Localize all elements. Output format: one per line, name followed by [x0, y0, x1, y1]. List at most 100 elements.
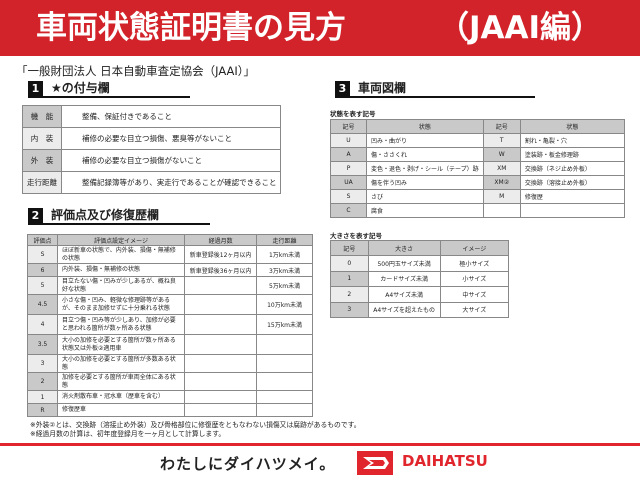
- table-cell: 0: [330, 255, 369, 272]
- table-row: 3 A4サイズを超えたもの 大サイズ: [330, 301, 510, 318]
- brand-name: DAIHATSU: [402, 452, 488, 470]
- table-cell: 3: [330, 301, 369, 318]
- page-header: 車両状態証明書の見方 （JAAI編）: [0, 0, 640, 56]
- table-cell: 中サイズ: [439, 286, 510, 303]
- table-cell: [482, 203, 521, 218]
- column-header: 評価点: [27, 234, 58, 246]
- table-cell: 4: [27, 314, 58, 335]
- state-symbol-table: 記号 状態 記号 状態 U 凹み・曲がり T 割れ・亀裂・穴 A 傷・ささくれ W 塗装跡・板金修理跡…: [330, 119, 626, 218]
- table-cell: 変色・退色・剥げ・シール（テープ）跡: [366, 161, 484, 176]
- notes: ※外装②とは、交換跡（溶接止め外装）及び骨格部位に修復歴をともなわない損傷又は腐…: [27, 421, 361, 439]
- subtitle: 「一般財団法人 日本自動車査定協会（JAAI）」: [16, 64, 256, 78]
- table-row: 機 能整備、保証付きであること: [22, 105, 282, 128]
- table-cell: [184, 403, 258, 417]
- table-cell: 補修の必要な目立つ損傷、悪臭等がないこと: [60, 127, 282, 150]
- table-cell: 加修を必要とする箇所が車両全体にある状態: [56, 372, 186, 391]
- table-cell: UA: [330, 175, 367, 190]
- table-cell: [256, 354, 313, 373]
- table-row: 記号 状態 記号 状態: [330, 119, 626, 134]
- table-row: C 腐食: [330, 203, 626, 218]
- table-cell: [256, 390, 313, 404]
- slogan: わたしにダイハツメイ。: [160, 455, 336, 473]
- table-cell: 2: [330, 286, 369, 303]
- table-row: S さび M 修復歴: [330, 189, 626, 204]
- table-cell: U: [330, 133, 367, 148]
- table-cell: 3: [27, 354, 58, 373]
- table-cell: XM②: [482, 175, 521, 190]
- section-number: 3: [335, 81, 350, 96]
- table-row: 6 内外装、損傷・無補修の状態 新車登録後36ヶ月以内 3万km未満: [27, 263, 313, 277]
- score-block: 評価点 評価点設定イメージ 経過月数 走行距離 S ほぼ新車の状態で、内外装、損傷・無補修…: [27, 234, 361, 439]
- table-cell: [184, 294, 258, 315]
- table-row: U 凹み・曲がり T 割れ・亀裂・穴: [330, 133, 626, 148]
- table-cell: 大小の加修を必要とする箇所が数ヶ所ある状態又は外板②適用車: [56, 334, 186, 355]
- size-label: 大きさを表す記号: [330, 232, 382, 240]
- table-cell: C: [330, 203, 367, 218]
- table-cell: ほぼ新車の状態で、内外装、損傷・無補修の状態: [56, 245, 186, 264]
- table-cell: 新車登録後12ヶ月以内: [184, 245, 258, 264]
- table-row: 0 500円玉サイズ未満 極小サイズ: [330, 255, 510, 272]
- table-cell: さび: [366, 189, 484, 204]
- section-title: ★の付与欄: [51, 81, 110, 95]
- table-cell: [184, 314, 258, 335]
- column-header: 記号: [330, 240, 369, 256]
- table-cell: XM: [482, 161, 521, 176]
- star-table: 機 能整備、保証付きであること内 装補修の必要な目立つ損傷、悪臭等がないこと外 …: [22, 105, 282, 194]
- state-label: 状態を表す記号: [330, 110, 376, 118]
- column-header: 評価点設定イメージ: [56, 234, 186, 246]
- table-cell: 傷・ささくれ: [366, 147, 484, 162]
- table-cell: S: [27, 245, 58, 264]
- table-row: UA 傷を伴う凹み XM② 交換跡（溶接止め外板）: [330, 175, 626, 190]
- table-cell: 10万km未満: [256, 294, 313, 315]
- column-header: 状態: [366, 119, 484, 134]
- table-row: A 傷・ささくれ W 塗装跡・板金修理跡: [330, 147, 626, 162]
- column-header: 記号: [330, 119, 367, 134]
- table-cell: 走行距離: [22, 171, 62, 194]
- table-cell: 目立たない傷・凹みが少しあるが、概ね良好な状態: [56, 276, 186, 295]
- table-cell: 極小サイズ: [439, 255, 510, 272]
- table-cell: 傷を伴う凹み: [366, 175, 484, 190]
- table-cell: A: [330, 147, 367, 162]
- table-cell: A4サイズを超えたもの: [367, 301, 441, 318]
- table-cell: 腐食: [366, 203, 484, 218]
- section-title: 車両図欄: [358, 81, 407, 95]
- table-cell: [184, 334, 258, 355]
- score-table: 評価点 評価点設定イメージ 経過月数 走行距離 S ほぼ新車の状態で、内外装、損傷・無補修…: [27, 234, 313, 417]
- table-cell: 大サイズ: [439, 301, 510, 318]
- table-cell: W: [482, 147, 521, 162]
- table-cell: 交換跡（溶接止め外板）: [519, 175, 626, 190]
- table-cell: 5: [27, 276, 58, 295]
- table-cell: 内外装、損傷・無補修の状態: [56, 263, 186, 277]
- table-cell: 消火剤散布車・冠水車（歴車を含む）: [56, 390, 186, 404]
- table-row: 内 装補修の必要な目立つ損傷、悪臭等がないこと: [22, 127, 282, 150]
- table-row: 2 A4サイズ未満 中サイズ: [330, 286, 510, 303]
- section-number: 2: [28, 208, 43, 223]
- note-2: ※経過月数の計算は、初年度登録月を一ヶ月として計算します。: [30, 430, 226, 438]
- table-row: 5 目立たない傷・凹みが少しあるが、概ね良好な状態 5万km未満: [27, 276, 313, 295]
- table-row: 記号 大きさ イメージ: [330, 240, 510, 256]
- column-header: 走行距離: [256, 234, 313, 246]
- daihatsu-logo-icon: [357, 451, 393, 475]
- table-cell: [256, 372, 313, 391]
- table-row: S ほぼ新車の状態で、内外装、損傷・無補修の状態 新車登録後12ヶ月以内 1万km未満: [27, 245, 313, 264]
- page-title: 車両状態証明書の見方: [36, 10, 346, 46]
- table-cell: 整備、保証付きであること: [60, 105, 282, 128]
- table-cell: A4サイズ未満: [367, 286, 441, 303]
- page-title-suffix: （JAAI編）: [438, 10, 603, 46]
- size-symbol-table: 記号 大きさ イメージ 0 500円玉サイズ未満 極小サイズ 1 カードサイズ未満 小サイズ 2 A…: [330, 240, 510, 318]
- table-cell: 整備記録簿等があり、実走行であることが確認できること: [60, 171, 282, 194]
- table-cell: 割れ・亀裂・穴: [519, 133, 626, 148]
- table-row: R 修復歴車: [27, 403, 313, 417]
- table-cell: 4.5: [27, 294, 58, 315]
- table-cell: 2: [27, 372, 58, 391]
- column-header: 記号: [482, 119, 521, 134]
- section3-heading: 3 車両図欄: [335, 81, 535, 98]
- table-row: 4 目立つ傷・凹み等が少しあり、加修が必要と思われる箇所が数ヶ所ある状態 15万km…: [27, 314, 313, 335]
- table-cell: 6: [27, 263, 58, 277]
- table-cell: 1: [27, 390, 58, 404]
- table-cell: T: [482, 133, 521, 148]
- table-cell: [256, 403, 313, 417]
- table-row: 3.5 大小の加修を必要とする箇所が数ヶ所ある状態又は外板②適用車: [27, 334, 313, 355]
- table-cell: R: [27, 403, 58, 417]
- table-cell: 内 装: [22, 127, 62, 150]
